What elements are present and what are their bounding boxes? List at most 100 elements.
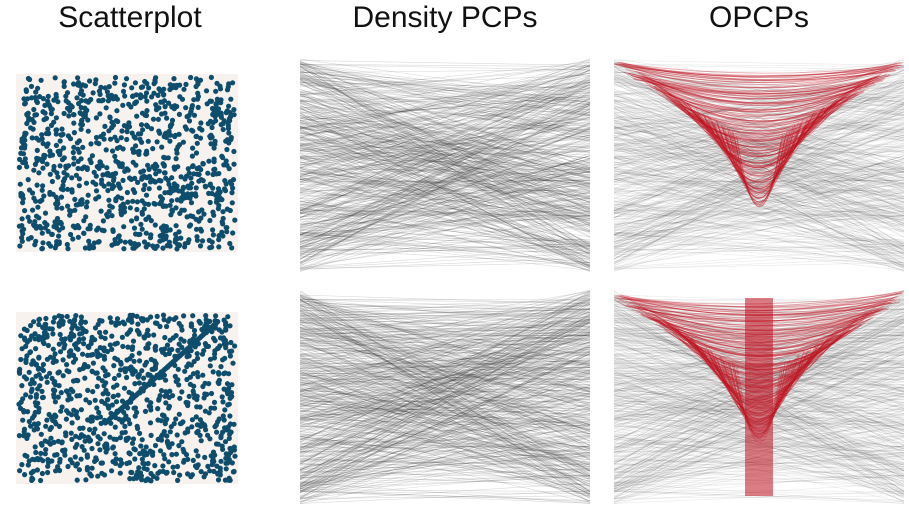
scatter-point [33, 89, 39, 95]
pcp-line [300, 360, 590, 471]
pcp-line [300, 354, 590, 397]
pcp-line [300, 302, 590, 312]
pcp-line [300, 401, 590, 429]
pcp-line [300, 380, 590, 386]
pcp-line [300, 309, 590, 337]
pcp-line [300, 75, 590, 211]
scatter-point [223, 322, 229, 328]
pcp-line [614, 141, 904, 259]
scatter-point [35, 421, 41, 427]
pcp-line [300, 314, 590, 492]
pcp-line [300, 61, 590, 136]
scatter-point [173, 416, 179, 422]
scatter-point [50, 346, 56, 352]
scatter-point [60, 373, 66, 379]
scatter-point [74, 477, 80, 483]
pcp-line [300, 408, 590, 418]
pcp-line [614, 197, 904, 271]
scatter-point [61, 345, 67, 351]
scatter-point [203, 313, 209, 319]
scatter-point [110, 393, 117, 399]
scatter-point [80, 336, 87, 342]
pcp-line [300, 91, 590, 267]
pcp-line [300, 355, 590, 460]
scatter-point [55, 394, 61, 400]
pcp-line [300, 201, 590, 247]
pcp-line [614, 125, 904, 166]
pcp-line [614, 62, 904, 103]
pcp-line [300, 445, 590, 500]
pcp-line [300, 74, 590, 105]
pcp-line [614, 64, 904, 138]
pcp-line [614, 203, 904, 242]
pcp-line [614, 81, 904, 226]
scatter-point [144, 122, 150, 128]
pcp-line [614, 85, 904, 111]
pcp-line [300, 107, 590, 207]
pcp-line [300, 187, 590, 250]
scatter-point [190, 371, 197, 377]
pcp-line [614, 231, 904, 266]
pcp-line [300, 313, 590, 489]
pcp-line [300, 178, 590, 188]
pcp-line [300, 327, 590, 442]
pcp-line [300, 79, 590, 129]
pcp-line [300, 179, 590, 225]
pcp-line [300, 424, 590, 437]
pcp-line [614, 231, 904, 249]
pcp-line [300, 171, 590, 214]
pcp-line [300, 134, 590, 269]
pcp-line [300, 118, 590, 166]
pcp-line [300, 292, 590, 481]
pcp-line [614, 217, 904, 244]
opcp-highlight-line [722, 124, 796, 193]
scatter-point [27, 381, 34, 387]
opcp-highlight-line [618, 63, 900, 76]
pcp-line [300, 468, 590, 483]
pcp-line [300, 212, 590, 217]
scatter-point [70, 388, 76, 394]
pcp-line [300, 157, 590, 272]
scatter-point [177, 82, 183, 88]
pcp-line [300, 383, 590, 389]
scatter-point [16, 164, 22, 170]
scatter-point [93, 457, 100, 463]
scatter-point [191, 383, 197, 389]
scatter-point [107, 136, 114, 142]
scatter-point [52, 412, 58, 418]
scatter-point [22, 100, 28, 106]
scatter-point [119, 334, 125, 340]
pcp-line [300, 172, 590, 195]
scatter-point [38, 225, 44, 231]
pcp-line [300, 129, 590, 261]
pcp-line [614, 64, 904, 96]
pcp-line [614, 123, 904, 235]
pcp-line [300, 136, 590, 243]
pcp-line [300, 119, 590, 200]
pcp-line [300, 315, 590, 331]
pcp-line [300, 139, 590, 269]
pcp-line [300, 117, 590, 192]
pcp-line [300, 211, 590, 250]
pcp-line [300, 304, 590, 497]
pcp-line [300, 443, 590, 449]
pcp-line [614, 93, 904, 247]
pcp-line [614, 67, 904, 168]
pcp-line [300, 298, 590, 402]
pcp-line [300, 418, 590, 448]
pcp-line [614, 197, 904, 229]
scatter-point [83, 328, 89, 335]
scatter-point [220, 209, 226, 215]
pcp-line [300, 342, 590, 350]
pcp-line [300, 341, 590, 434]
pcp-line [300, 308, 590, 441]
scatter-point [138, 316, 145, 322]
pcp-line [300, 155, 590, 248]
pcp-line [614, 188, 904, 199]
pcp-line [300, 151, 590, 159]
pcp-line [614, 78, 904, 212]
pcp-line [614, 136, 904, 173]
scatter-point [75, 165, 81, 172]
scatter-point [181, 86, 187, 92]
pcp-line [300, 87, 590, 146]
